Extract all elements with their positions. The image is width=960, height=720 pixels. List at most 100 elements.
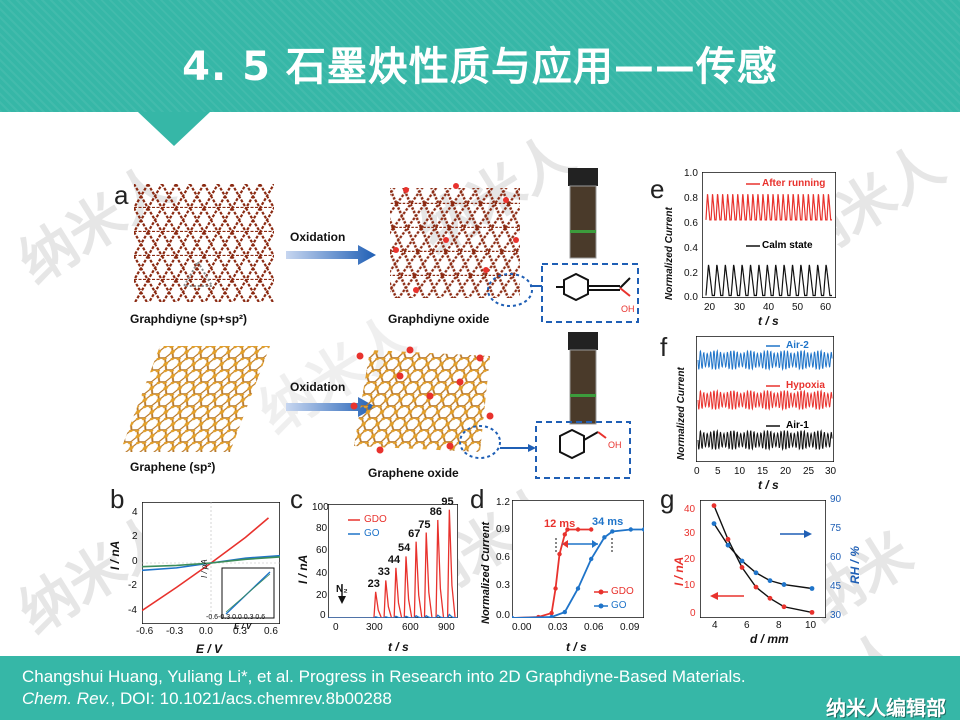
oxidation-label-top: Oxidation bbox=[290, 230, 346, 244]
figure: 纳米人 纳米人 纳米人 纳米人 纳米人 纳米人 纳米人 a Graphdiyne… bbox=[0, 123, 960, 705]
panel-f-xtick: 0 bbox=[694, 466, 700, 477]
panel-g-chart bbox=[700, 500, 826, 618]
panel-d-ylabel: Normalized Current bbox=[480, 521, 492, 624]
panel-c-ytick: 40 bbox=[316, 568, 328, 579]
panel-e-xtick: 20 bbox=[704, 302, 716, 313]
panel-c-ytick: 100 bbox=[312, 502, 329, 513]
panel-e-label-after: After running bbox=[762, 178, 826, 189]
panel-c-series-line bbox=[328, 509, 458, 618]
panel-c-chart bbox=[328, 504, 458, 618]
oxidation-label-bottom: Oxidation bbox=[290, 380, 346, 394]
panel-e-label-calm: Calm state bbox=[762, 240, 813, 251]
panel-d-point bbox=[557, 551, 562, 557]
panel-d-xlabel: t / s bbox=[566, 640, 587, 654]
panel-c-xtick: 900 bbox=[438, 622, 455, 633]
panel-b-ytick: -2 bbox=[128, 580, 137, 591]
panel-g-ytick-right: 75 bbox=[830, 523, 842, 534]
panel-c-peak-label: 33 bbox=[377, 566, 391, 579]
graphdiyne-oxide-caption: Graphdiyne oxide bbox=[388, 312, 490, 326]
panel-f-xtick: 30 bbox=[825, 466, 837, 477]
panel-g-point bbox=[809, 609, 815, 615]
panel-c-legend-gdo: GDO bbox=[364, 514, 387, 525]
panel-c-peak-label: 86 bbox=[429, 505, 443, 518]
graphdiyne-lattice bbox=[134, 184, 274, 302]
panel-g-point bbox=[739, 558, 745, 564]
panel-b-ytick: 4 bbox=[132, 507, 138, 518]
panel-f-xtick: 20 bbox=[780, 466, 792, 477]
panel-e-ylabel: Normalized Current bbox=[664, 207, 675, 300]
panel-g-point bbox=[781, 604, 787, 610]
panel-g-xtick: 8 bbox=[776, 620, 782, 631]
panel-f-ylabel: Normalized Current bbox=[676, 367, 687, 460]
panel-g-point bbox=[753, 584, 759, 590]
panel-b-inset-xlabel: E / V bbox=[234, 622, 252, 631]
panel-g-point bbox=[753, 570, 759, 576]
brand-logo-text: 纳米人编辑部 bbox=[826, 696, 946, 720]
panel-g-point bbox=[739, 565, 745, 570]
panel-g-point bbox=[781, 582, 787, 587]
panel-c-letter: c bbox=[290, 484, 303, 514]
panel-d-annotation-go: 34 ms bbox=[592, 516, 624, 528]
panel-f-xtick: 25 bbox=[803, 466, 815, 477]
panel-e-xtick: 60 bbox=[820, 302, 832, 313]
oh-label-top: OH bbox=[621, 304, 635, 314]
panel-d-point bbox=[562, 609, 567, 615]
graphdiyne-caption: Graphdiyne (sp+sp²) bbox=[130, 312, 248, 326]
panel-e-ytick: 0.8 bbox=[684, 193, 698, 204]
panel-d-point bbox=[549, 614, 554, 618]
panel-g-ytick-left: 40 bbox=[684, 504, 696, 515]
panel-c-ytick: 20 bbox=[316, 590, 328, 601]
panel-d-xtick: 0.06 bbox=[584, 622, 604, 633]
panel-f-series-line bbox=[697, 388, 833, 412]
citation-line1: Changshui Huang, Yuliang Li*, et al. Pro… bbox=[22, 667, 746, 686]
panel-f-letter: f bbox=[660, 332, 668, 362]
panel-d-ytick: 0.3 bbox=[496, 580, 510, 591]
panel-g-xtick: 4 bbox=[712, 620, 718, 631]
panel-g-point bbox=[767, 595, 773, 601]
graphene-oxide-caption: Graphene oxide bbox=[368, 466, 459, 480]
panel-g-xtick: 10 bbox=[805, 620, 817, 631]
panel-d-xtick: 0.00 bbox=[512, 622, 532, 633]
panel-b-chart bbox=[142, 502, 280, 624]
panel-f-xlabel: t / s bbox=[758, 478, 779, 492]
panel-b-inset-ylabel: I / pA bbox=[200, 559, 209, 578]
graphene-caption: Graphene (sp²) bbox=[130, 460, 216, 474]
vial-top bbox=[568, 168, 598, 259]
panel-b-xtick: -0.6 bbox=[136, 626, 154, 637]
panel-g-ylabel-right: RH / % bbox=[848, 545, 862, 584]
panel-e-xtick: 50 bbox=[792, 302, 804, 313]
vial-bottom bbox=[568, 332, 598, 425]
slide-title: 4. 5 石墨炔性质与应用——传感 bbox=[182, 44, 778, 90]
panel-d-point bbox=[610, 529, 615, 534]
panel-g-ylabel-left: I / nA bbox=[672, 556, 686, 586]
panel-c-xtick: 600 bbox=[402, 622, 419, 633]
panel-f-xtick: 5 bbox=[715, 466, 721, 477]
citation: Changshui Huang, Yuliang Li*, et al. Pro… bbox=[22, 666, 746, 710]
panel-c-peak-label: 44 bbox=[387, 553, 401, 566]
panel-b-ytick: -4 bbox=[128, 605, 137, 616]
panel-c-xtick: 0 bbox=[333, 622, 339, 633]
oxidation-arrow-bottom bbox=[286, 397, 376, 417]
panel-d-chart bbox=[512, 500, 644, 618]
panel-d-point bbox=[602, 535, 607, 540]
panel-d-xtick: 0.09 bbox=[620, 622, 640, 633]
panel-d-legend-gdo: GDO bbox=[611, 586, 634, 597]
panel-g-ytick-left: 20 bbox=[684, 554, 696, 565]
panel-d-letter: d bbox=[470, 484, 485, 514]
graphdiyne-oxide-lattice bbox=[390, 183, 520, 298]
title-notch bbox=[138, 112, 210, 146]
panel-c-series-line bbox=[328, 613, 458, 618]
panel-c-n2-label: N₂ bbox=[336, 584, 348, 595]
panel-c-peak-label: 67 bbox=[408, 527, 421, 540]
panel-g-point bbox=[767, 578, 773, 584]
panel-f-label-air1: Air-1 bbox=[786, 420, 809, 431]
panel-f-series-line bbox=[697, 428, 833, 452]
panel-d-point bbox=[553, 586, 558, 591]
panel-d-legend-go: GO bbox=[611, 600, 627, 611]
oxidation-arrow-top bbox=[286, 245, 376, 265]
panel-c-ytick: 60 bbox=[316, 545, 328, 556]
panel-d-point bbox=[589, 556, 594, 562]
panel-e-ytick: 0.2 bbox=[684, 268, 698, 279]
panel-b-ytick: 0 bbox=[132, 556, 138, 567]
panel-g-ytick-right: 60 bbox=[830, 552, 842, 563]
